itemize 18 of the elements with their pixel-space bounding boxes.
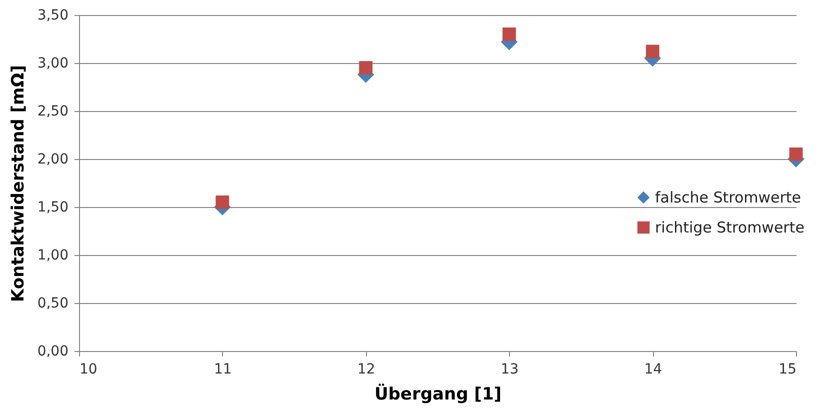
x-tick-label: 10 xyxy=(80,362,98,378)
x-tick-label: 12 xyxy=(357,362,376,378)
y-tick-label: 0,00 xyxy=(37,344,68,360)
y-tick-label: 3,00 xyxy=(37,56,68,72)
y-tick-label: 0,50 xyxy=(37,296,68,312)
x-tick-label: 11 xyxy=(214,362,232,378)
x-tick-label: 14 xyxy=(644,362,662,378)
legend-label: falsche Stromwerte xyxy=(655,188,802,206)
x-axis-title: Übergang [1] xyxy=(374,384,502,404)
y-axis-title: Kontaktwiderstand [mΩ] xyxy=(8,65,28,302)
x-tick-label: 15 xyxy=(778,362,796,378)
x-tick-label: 13 xyxy=(500,362,519,378)
y-tick-label: 1,50 xyxy=(37,200,68,216)
legend-label: richtige Stromwerte xyxy=(655,218,804,236)
y-tick-label: 2,50 xyxy=(37,104,68,120)
y-tick-label: 2,00 xyxy=(37,152,68,168)
y-tick-label: 3,50 xyxy=(37,8,68,24)
y-tick-label: 1,00 xyxy=(37,248,68,264)
